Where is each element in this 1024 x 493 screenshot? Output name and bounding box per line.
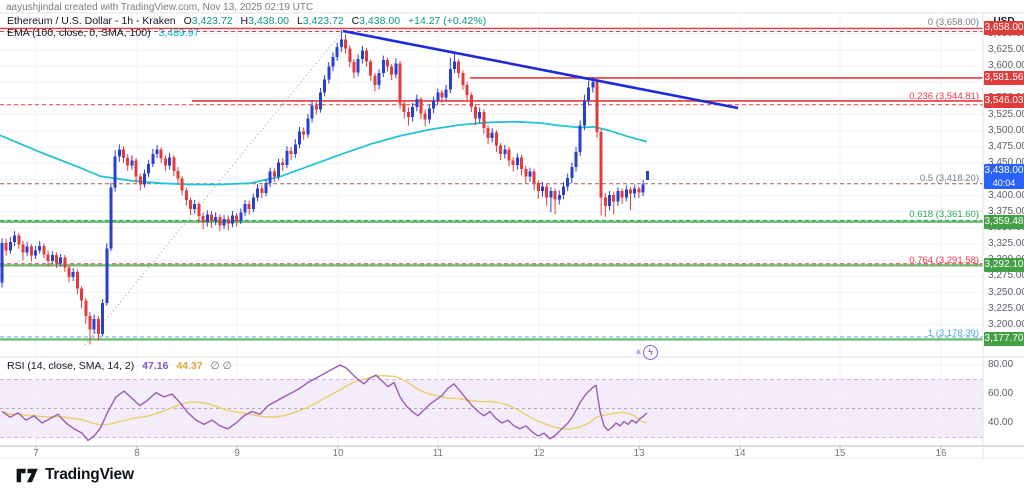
price-tick-label: 3,325.00 [988,238,1024,250]
fib-level-label: 1 (3,178.39) [927,327,979,339]
fib-level-label: 0.5 (3,418.20) [919,172,979,184]
price-tick-label: 3,250.00 [988,286,1024,298]
price-line-badge: 3,177.70 [984,332,1024,347]
price-line-badge: 3,546.03 [984,93,1024,108]
rsi-legend[interactable]: RSI (14, close, SMA, 14, 2) 47.16 44.37 … [7,360,232,372]
tradingview-logo-text: TradingView [45,466,134,483]
price-tick-label: 3,400.00 [988,189,1024,201]
price-tick-label: 3,525.00 [988,108,1024,120]
time-axis-label: 12 [533,448,545,459]
rsi-label: RSI (14, close, SMA, 14, 2) [7,360,135,372]
fib-level-label: 0.618 (3,361.60) [909,209,979,221]
change-value: +14.27 (+0.42%) [407,15,487,27]
symbol-legend[interactable]: Ethereum / U.S. Dollar - 1h - Kraken O3,… [7,15,486,27]
rsi-tick-label: 40.00 [988,417,1014,428]
time-axis-label: 11 [432,448,444,459]
ema-value: 3,489.97 [158,27,200,39]
price-line-badge: 3,292.10 [984,258,1024,273]
time-axis-label: 9 [234,448,240,459]
ema-label: EMA (100, close, 0, SMA, 100) [7,27,151,39]
price-tick-label: 3,375.00 [988,205,1024,217]
bar-countdown: 40:04 [992,177,1016,188]
rsi-tick-label: 80.00 [988,359,1014,370]
price-tick-label: 3,200.00 [988,319,1024,330]
ohlc-high-value: 3,438.00 [248,15,290,27]
rsi-ma-value: 44.37 [176,360,203,372]
ohlc-open-value: 3,423.72 [191,15,233,27]
ohlc-close-value: 3,438.00 [359,15,401,27]
price-line-badge: 3,658.00 [984,21,1024,36]
ohlc-low-label: L [296,15,303,27]
price-tick-label: 3,225.00 [988,302,1024,314]
rsi-tick-label: 60.00 [988,388,1014,399]
time-axis-label: 14 [734,448,746,459]
ohlc-high-label: H [240,15,249,27]
replay-flash-icon[interactable]: ϟ [643,345,658,360]
rsi-value: 47.16 [142,360,169,372]
tradingview-logo[interactable]: TradingView [16,466,134,484]
symbol-title: Ethereum / U.S. Dollar - 1h - Kraken [7,15,176,27]
price-tick-label: 3,475.00 [988,140,1024,152]
price-line-badge: 3,581.56 [984,70,1024,85]
rsi-hidden-values: ∅ ∅ [210,360,232,372]
time-axis-label: 8 [134,448,140,459]
time-axis-label: 10 [332,448,344,459]
fib-level-label: 0.236 (3,544.81) [909,90,979,102]
attribution-text: aayushjindal created with TradingView.co… [6,2,314,13]
footer-bar: TradingView [0,459,1024,493]
price-tick-label: 3,450.00 [988,157,1024,169]
time-axis-label: 13 [633,448,645,459]
current-price-badge: 3,438.00 40:04 [984,163,1024,189]
price-tick-label: 3,500.00 [988,124,1024,136]
time-axis-label: 7 [33,448,39,459]
ohlc-open-label: O [183,15,192,27]
ema-legend[interactable]: EMA (100, close, 0, SMA, 100) 3,489.97 [7,27,199,39]
price-line-badge: 3,359.48 [984,214,1024,229]
price-tick-label: 3,275.00 [988,270,1024,282]
tradingview-logo-icon [16,468,38,482]
fib-level-label: 0 (3,658.00) [927,17,979,29]
ohlc-low-value: 3,423.72 [302,15,344,27]
price-tick-label: 3,600.00 [988,60,1024,71]
ohlc-close-label: C [351,15,360,27]
sparkle-icon: ✳ [635,348,642,357]
time-axis-label: 15 [834,448,846,459]
fib-level-label: 0.764 (3,291.58) [909,254,979,266]
price-tick-label: 3,625.00 [988,43,1024,55]
time-axis-label: 16 [935,448,947,459]
